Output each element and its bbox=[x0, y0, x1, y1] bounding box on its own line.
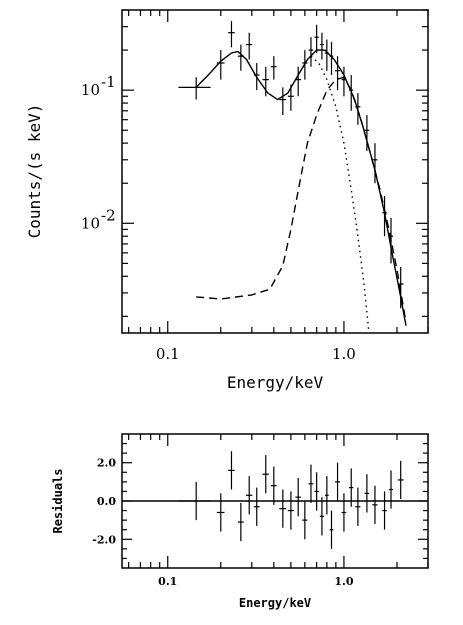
spectrum-y-tick-label: 10 bbox=[81, 81, 100, 99]
residuals-data-point bbox=[216, 493, 225, 532]
residuals-data-point bbox=[287, 491, 294, 530]
residuals-data-point bbox=[314, 472, 319, 511]
spectrum-data-point bbox=[372, 143, 378, 184]
spectrum-tick-labels: 0.1 1.010-210-1 bbox=[81, 73, 356, 363]
residuals-data-point bbox=[253, 487, 260, 526]
residuals-data-point bbox=[397, 460, 404, 500]
residuals-y-tick-label: 2.0 bbox=[97, 457, 116, 470]
spectrum-data-point bbox=[253, 62, 260, 91]
spectrum-data-point bbox=[279, 87, 287, 116]
spectrum-axis-ticks bbox=[122, 9, 429, 333]
spectrum-data-point bbox=[228, 21, 235, 48]
spectrum-data-point bbox=[341, 66, 347, 97]
residuals-data-point bbox=[382, 491, 387, 530]
residuals-panel: 0.1 1.0 -2.0 0.0 2.0 Energy/keV Residuals bbox=[51, 433, 429, 610]
residuals-data-point bbox=[355, 487, 361, 526]
spectrum-data-point bbox=[308, 37, 314, 67]
spectrum-data-point bbox=[349, 74, 354, 111]
residuals-tick-labels: 0.1 1.0 -2.0 0.0 2.0 bbox=[92, 457, 354, 588]
residuals-data-point bbox=[245, 476, 253, 515]
spectrum-data-point bbox=[388, 217, 394, 264]
residuals-data-point bbox=[341, 493, 347, 532]
residuals-data-point bbox=[228, 451, 235, 490]
residuals-x-tick-label: 0.1 bbox=[158, 575, 177, 588]
spectrum-y-tick-exponent: -2 bbox=[101, 206, 116, 224]
residuals-data-point bbox=[295, 478, 301, 517]
spectrum-y-tick-exponent: -1 bbox=[101, 73, 116, 91]
spectrum-data-point bbox=[245, 32, 253, 60]
residuals-data-point bbox=[388, 470, 394, 509]
spectrum-data-point bbox=[302, 50, 308, 80]
residuals-data-point bbox=[262, 455, 269, 494]
spectrum-data-point bbox=[324, 39, 329, 71]
component-dotted-curve bbox=[310, 55, 370, 330]
residuals-data-points bbox=[178, 451, 404, 549]
residuals-y-tick-label: 0.0 bbox=[97, 495, 116, 508]
spectrum-plot-frame bbox=[121, 9, 429, 334]
residuals-data-point bbox=[279, 489, 287, 528]
spectrum-data-point bbox=[287, 84, 294, 111]
spectrum-data-point bbox=[216, 50, 225, 80]
residuals-y-tick-label: -2.0 bbox=[92, 533, 116, 546]
residuals-data-point bbox=[302, 501, 308, 540]
spectrum-data-points bbox=[178, 21, 404, 309]
residuals-data-point bbox=[364, 474, 370, 513]
residuals-y-axis-label: Residuals bbox=[51, 468, 65, 533]
spectrum-data-point bbox=[355, 93, 361, 125]
spectrum-x-tick-label: 1.0 bbox=[332, 345, 356, 363]
residuals-data-point bbox=[349, 468, 354, 507]
spectrum-data-point bbox=[178, 77, 211, 100]
residuals-data-point bbox=[270, 466, 277, 505]
residuals-data-point bbox=[324, 476, 329, 515]
spectrum-data-point bbox=[397, 266, 404, 309]
spectrum-y-tick-label: 10 bbox=[81, 214, 100, 232]
spectrum-x-tick-label: 0.1 bbox=[156, 345, 180, 363]
residuals-data-point bbox=[178, 481, 211, 521]
residuals-data-point bbox=[372, 485, 378, 524]
spectrum-data-point bbox=[364, 115, 370, 151]
spectrum-data-point bbox=[329, 41, 334, 75]
component-dashed-curve bbox=[196, 76, 407, 323]
spectrum-data-point bbox=[237, 44, 244, 71]
spectrum-data-point bbox=[335, 56, 341, 91]
spectrum-data-point bbox=[382, 196, 387, 237]
spectrum-panel: 0.1 1.010-210-1 Energy/keV Counts/(s keV) bbox=[25, 9, 429, 392]
residuals-data-point bbox=[335, 462, 341, 501]
spectrum-y-axis-label: Counts/(s keV) bbox=[25, 104, 44, 239]
residuals-x-tick-label: 1.0 bbox=[334, 575, 353, 588]
residuals-data-point bbox=[237, 502, 244, 542]
spectrum-data-point bbox=[319, 32, 324, 60]
residuals-data-point bbox=[308, 464, 314, 503]
residuals-data-point bbox=[329, 510, 334, 549]
residuals-data-point bbox=[319, 497, 324, 536]
spectrum-data-point bbox=[262, 66, 269, 97]
spectrum-data-point bbox=[270, 56, 277, 80]
spectrum-data-point bbox=[295, 66, 301, 97]
spectrum-data-point bbox=[314, 24, 319, 54]
spectrum-x-axis-label: Energy/keV bbox=[227, 373, 324, 392]
residuals-x-axis-label: Energy/keV bbox=[239, 596, 311, 610]
residuals-axis-ticks bbox=[122, 434, 429, 568]
spectrum-model-curves bbox=[195, 49, 407, 330]
